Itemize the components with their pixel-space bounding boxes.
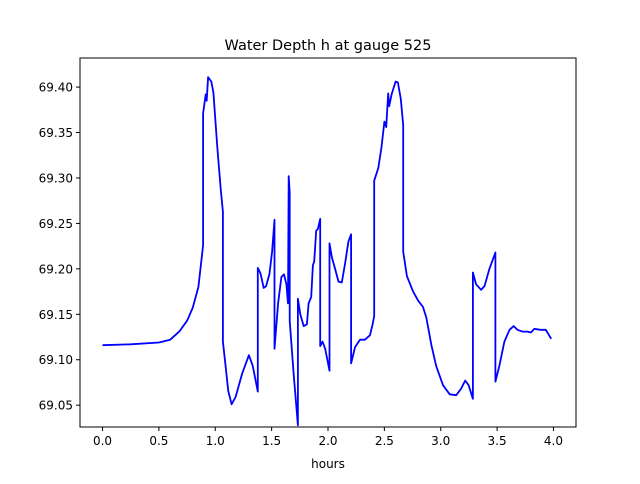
y-tick-label: 69.25 <box>39 217 73 231</box>
x-tick-label: 4.0 <box>544 434 563 448</box>
y-tick-label: 69.35 <box>39 126 73 140</box>
x-tick-label: 0.5 <box>149 434 168 448</box>
y-tick-label: 69.20 <box>39 262 73 276</box>
x-tick-label: 1.5 <box>262 434 281 448</box>
axis-ticks: 0.0 0.5 1.0 1.5 2.0 2.5 3.0 3.5 4.0 69.05 69.10 69.… <box>39 81 563 448</box>
y-tick-label: 69.40 <box>39 81 73 95</box>
x-tick-label: 3.5 <box>488 434 507 448</box>
x-tick-label: 1.0 <box>206 434 225 448</box>
x-tick-label: 2.0 <box>318 434 337 448</box>
y-tick-label: 69.10 <box>39 353 73 367</box>
axes-frame <box>79 57 577 428</box>
y-tick-label: 69.05 <box>39 399 73 413</box>
x-axis-label: hours <box>311 457 345 471</box>
x-tick-label: 0.0 <box>93 434 112 448</box>
series-line-h <box>102 76 552 427</box>
x-tick-label: 2.5 <box>375 434 394 448</box>
y-tick-label: 69.15 <box>39 308 73 322</box>
x-tick-label: 3.0 <box>431 434 450 448</box>
y-tick-label: 69.30 <box>39 171 73 185</box>
chart-title: Water Depth h at gauge 525 <box>225 38 432 54</box>
plot-area <box>102 76 552 427</box>
